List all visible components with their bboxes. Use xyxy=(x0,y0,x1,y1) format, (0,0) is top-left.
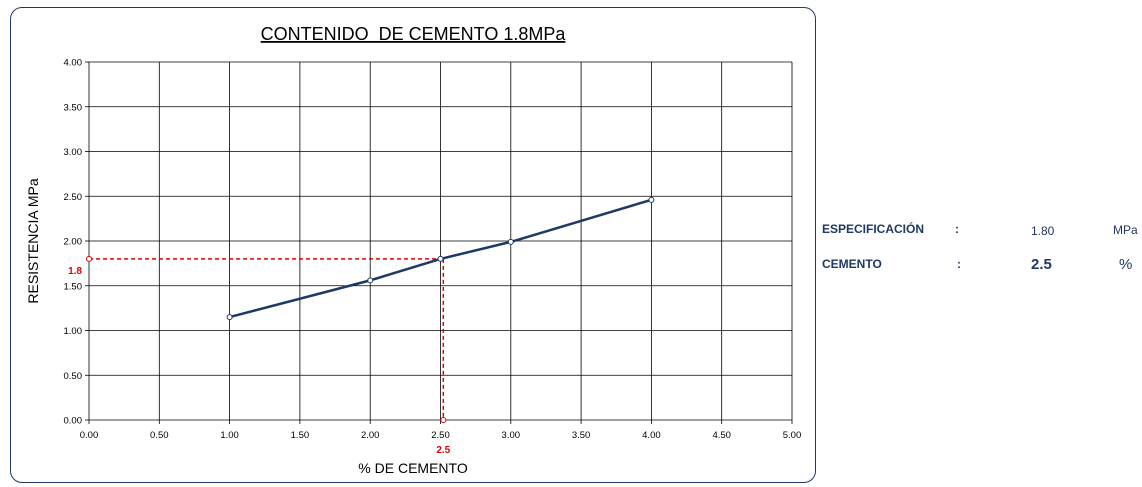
y-tick-label: 0.00 xyxy=(64,416,83,427)
data-point xyxy=(437,255,444,262)
x-tick-label: 2.50 xyxy=(431,430,450,441)
specification-value: 1.80 xyxy=(1031,224,1055,238)
cement-value: 2.5 xyxy=(1031,256,1052,273)
x-tick-label: 5.00 xyxy=(783,430,802,441)
specification-row: ESPECIFICACIÓN : 1.80 MPa xyxy=(822,222,1138,246)
specification-unit: MPa xyxy=(1113,223,1138,237)
guide-end-point xyxy=(440,417,447,423)
cement-unit: % xyxy=(1119,256,1133,273)
marker-y-label: 1.8 xyxy=(68,266,82,277)
y-tick-label: 2.00 xyxy=(64,237,83,248)
x-tick-label: 2.00 xyxy=(361,430,380,441)
chart-title: CONTENIDO DE CEMENTO 1.8MPa xyxy=(261,24,567,44)
x-tick-label: 1.50 xyxy=(291,430,310,441)
guide-lines: 1.8 2.5 xyxy=(68,255,451,456)
y-axis-label: RESISTENCIA MPa xyxy=(25,178,41,303)
data-point xyxy=(367,277,374,284)
x-tick-label: 1.00 xyxy=(220,430,239,441)
y-tick-label: 3.50 xyxy=(64,102,83,113)
data-point xyxy=(648,196,655,203)
series xyxy=(226,196,655,321)
x-tick-label: 3.50 xyxy=(572,430,591,441)
cement-colon: : xyxy=(957,257,961,271)
y-tick-label: 3.00 xyxy=(64,147,83,158)
x-axis-label: % DE CEMENTO xyxy=(358,460,468,476)
y-tick-label: 1.00 xyxy=(64,326,83,337)
chart-frame xyxy=(10,7,816,483)
x-tick-label: 0.50 xyxy=(150,430,169,441)
grid xyxy=(85,61,793,424)
x-tick-label: 3.00 xyxy=(502,430,521,441)
specification-label: ESPECIFICACIÓN xyxy=(822,222,925,236)
x-tick-label: 4.00 xyxy=(642,430,661,441)
x-tick-label: 4.50 xyxy=(712,430,731,441)
y-tick-label: 0.50 xyxy=(64,371,83,382)
y-tick-label: 1.50 xyxy=(64,281,83,292)
marker-x-label: 2.5 xyxy=(436,445,450,456)
cement-label: CEMENTO xyxy=(822,257,882,271)
data-point xyxy=(226,314,233,321)
y-tick-label: 4.00 xyxy=(64,58,83,69)
x-tick-label: 0.00 xyxy=(80,430,99,441)
cement-row: CEMENTO : 2.5 % xyxy=(822,256,1137,280)
y-tick-label: 2.50 xyxy=(64,192,83,203)
tick-labels: 0.00 0.50 1.00 1.50 2.00 2.50 3.00 3.50 4.00 0.00… xyxy=(64,58,802,442)
data-point xyxy=(507,238,514,245)
specification-colon: : xyxy=(955,222,959,236)
guide-start-point xyxy=(86,255,92,262)
